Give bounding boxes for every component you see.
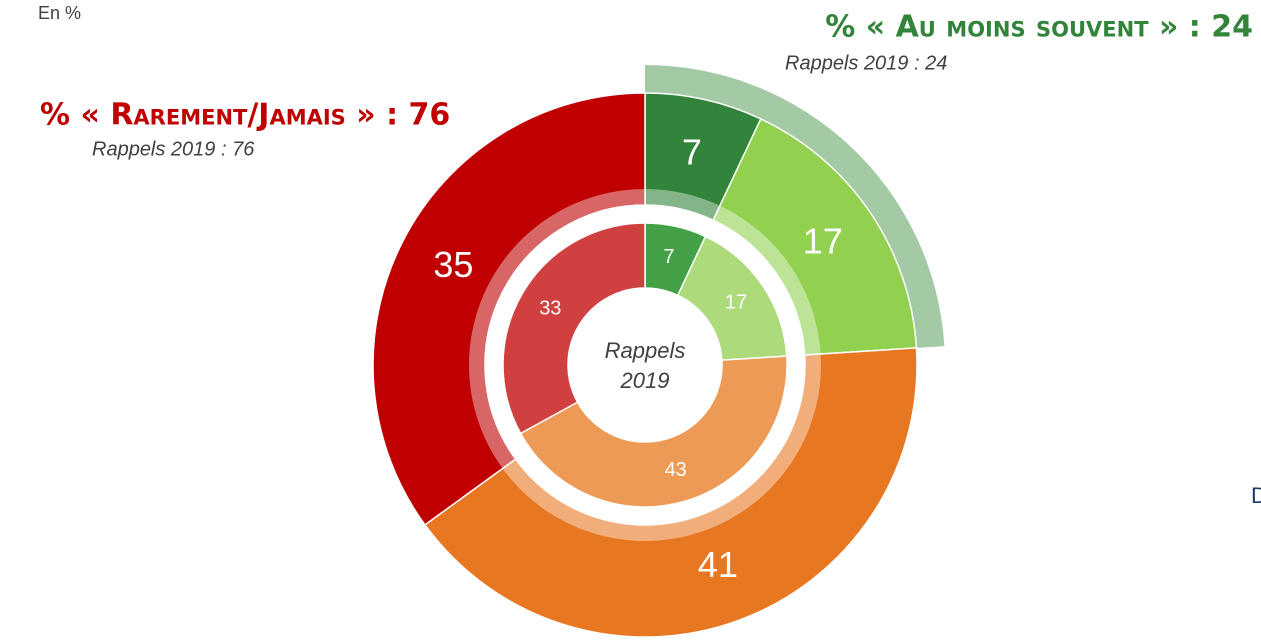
inner-segment bbox=[519, 355, 788, 508]
value-label: 17 bbox=[803, 221, 843, 262]
outer-segment bbox=[423, 347, 918, 638]
highlight-arc bbox=[645, 65, 945, 348]
value-label: 17 bbox=[725, 291, 747, 313]
center-label: Rappels bbox=[605, 338, 686, 363]
subtitle: En % bbox=[38, 3, 81, 23]
header-red: % « Rarement/Jamais » : 76 bbox=[40, 98, 450, 133]
value-label: 41 bbox=[698, 544, 738, 585]
header-red-sub: Rappels 2019 : 76 bbox=[92, 138, 255, 160]
value-label: 33 bbox=[539, 297, 561, 319]
value-label: 35 bbox=[433, 244, 473, 285]
inner-segment bbox=[502, 222, 646, 435]
header-green: % « Au moins souvent » : 24 bbox=[825, 10, 1253, 45]
outer-segment bbox=[372, 92, 646, 526]
value-label: 7 bbox=[663, 246, 674, 268]
cut-text: D bbox=[1251, 483, 1261, 508]
center-label: 2019 bbox=[620, 368, 670, 393]
value-label: 43 bbox=[665, 459, 687, 481]
value-label: 7 bbox=[682, 132, 702, 173]
header-green-sub: Rappels 2019 : 24 bbox=[785, 52, 947, 74]
outer-segment bbox=[712, 117, 918, 356]
